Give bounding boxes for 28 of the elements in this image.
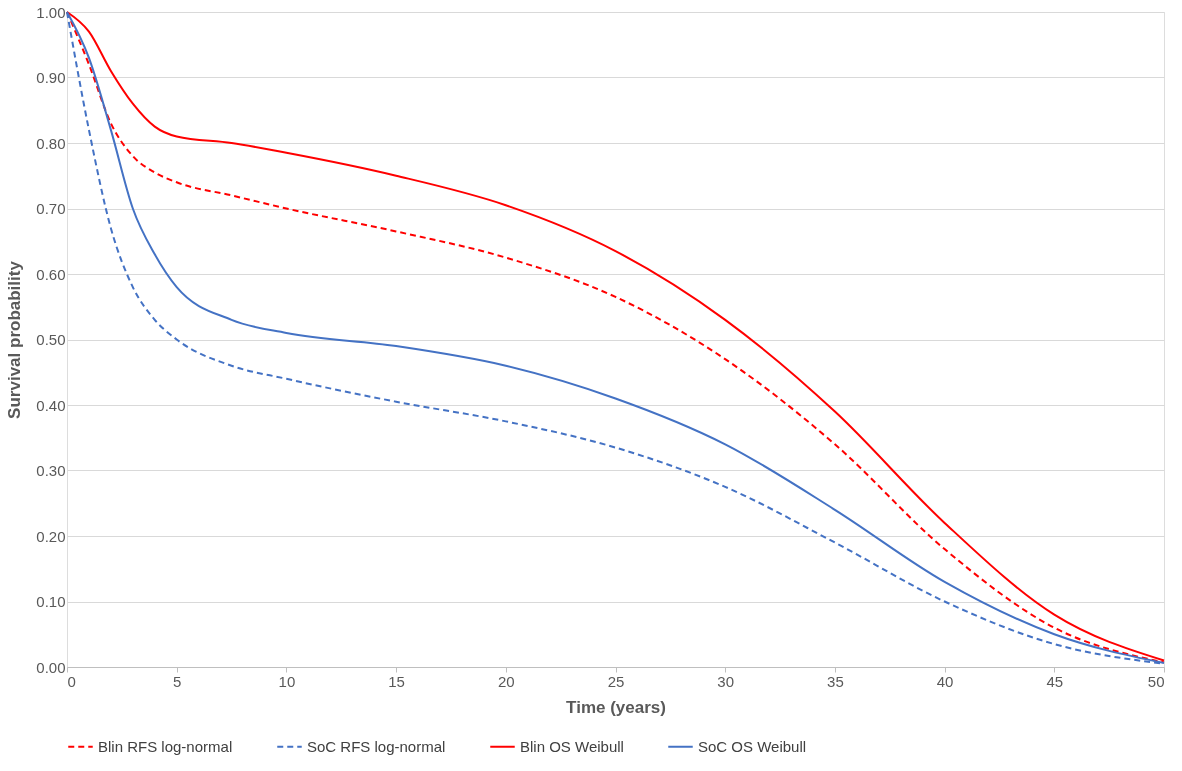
- y-tick-label: 0.00: [36, 658, 66, 676]
- legend-label: Blin OS Weibull: [520, 737, 624, 755]
- y-tick-label: 0.30: [36, 462, 66, 479]
- y-tick-label: 0.70: [36, 200, 66, 217]
- y-tick-label: 0.10: [36, 593, 66, 610]
- y-axis-title: Survival probability: [5, 260, 25, 419]
- x-tick-label: 10: [278, 672, 296, 690]
- y-tick-label: 0.20: [36, 527, 66, 545]
- x-tick-label: 15: [388, 672, 405, 690]
- y-tick-label: 1.00: [36, 3, 66, 21]
- legend-label: SoC RFS log-normal: [307, 737, 446, 755]
- y-tick-label: 0.40: [36, 396, 66, 414]
- x-tick-label: 25: [607, 672, 625, 690]
- x-tick-label: 5: [173, 672, 182, 690]
- y-tick-label: 0.90: [36, 69, 66, 86]
- x-axis-title: Time (years): [566, 697, 666, 717]
- x-tick-label: 35: [827, 672, 844, 690]
- x-tick-label: 30: [717, 672, 735, 690]
- x-tick-label: 45: [1046, 672, 1064, 690]
- legend-label: SoC OS Weibull: [698, 737, 807, 755]
- x-tick-label: 50: [1147, 672, 1165, 690]
- y-tick-label: 0.80: [36, 134, 66, 152]
- y-tick-label: 0.50: [36, 331, 66, 348]
- x-tick-label: 0: [67, 672, 76, 690]
- legend-label: Blin RFS log-normal: [98, 737, 233, 755]
- x-tick-label: 20: [497, 672, 515, 690]
- x-tick-label: 40: [936, 672, 954, 690]
- y-tick-label: 0.60: [36, 265, 66, 283]
